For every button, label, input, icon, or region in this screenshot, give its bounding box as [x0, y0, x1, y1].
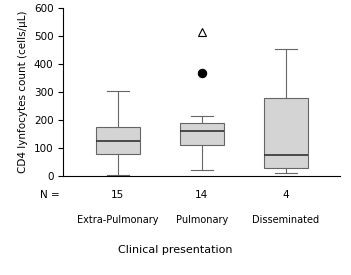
Text: 15: 15 [111, 190, 124, 200]
Text: Disseminated: Disseminated [252, 215, 319, 225]
PathPatch shape [264, 98, 308, 167]
PathPatch shape [180, 123, 224, 145]
Text: Extra-Pulmonary: Extra-Pulmonary [77, 215, 159, 225]
Y-axis label: CD4 lynfocytes count (cells/μL): CD4 lynfocytes count (cells/μL) [18, 11, 28, 173]
Text: 4: 4 [283, 190, 289, 200]
Text: 14: 14 [195, 190, 208, 200]
Text: Pulmonary: Pulmonary [176, 215, 228, 225]
Text: Clinical presentation: Clinical presentation [118, 245, 233, 255]
Text: N =: N = [40, 190, 60, 200]
PathPatch shape [96, 127, 140, 154]
